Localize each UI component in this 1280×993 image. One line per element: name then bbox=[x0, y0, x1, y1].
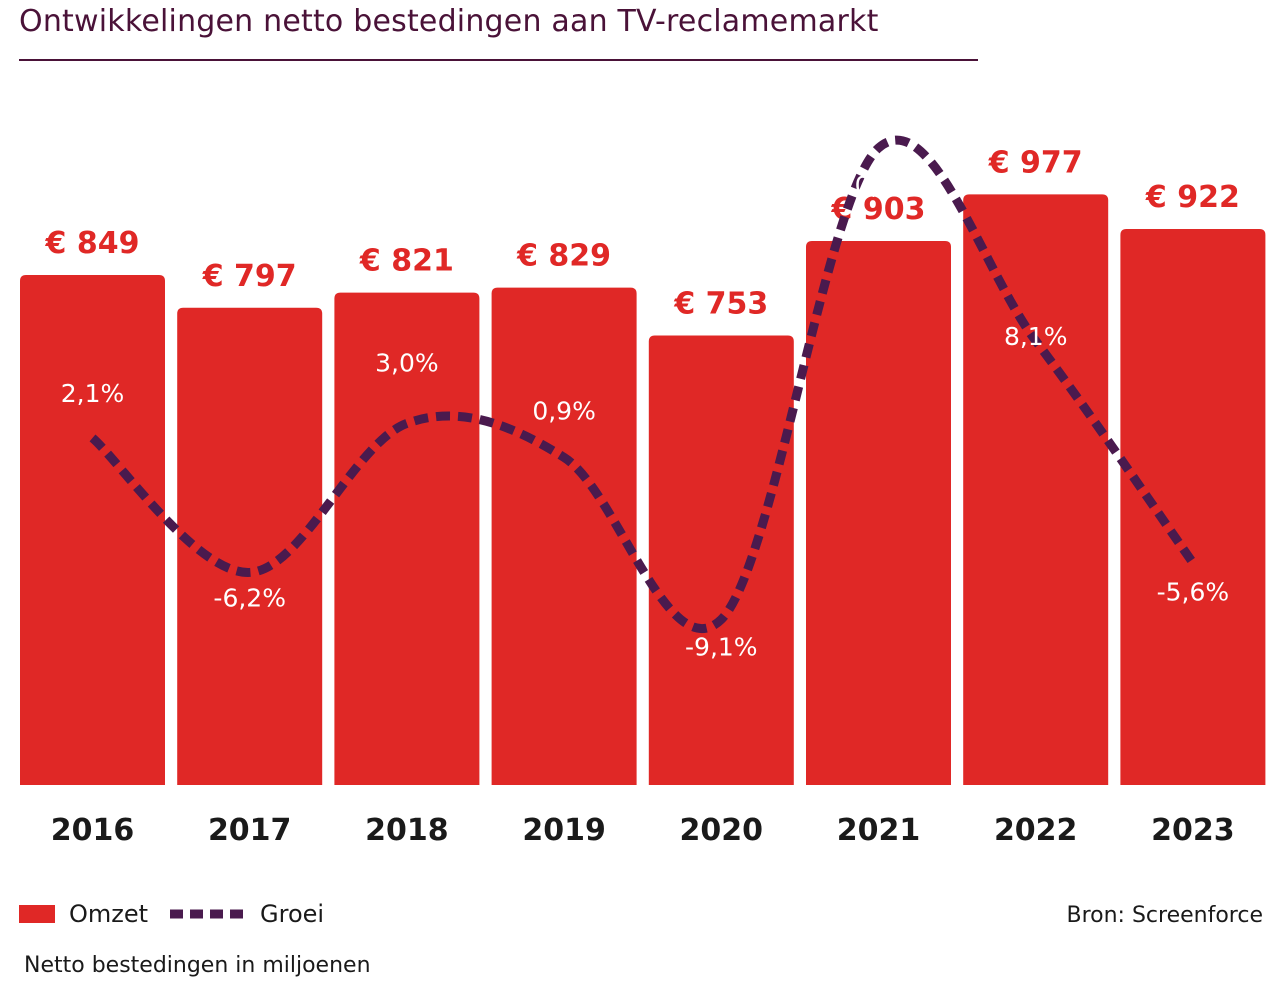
legend-swatch-omzet bbox=[19, 905, 55, 923]
x-tick-label-2020: 2020 bbox=[680, 813, 764, 848]
growth-label-2020: -9,1% bbox=[685, 632, 758, 661]
chart-title: Ontwikkelingen netto bestedingen aan TV-… bbox=[19, 4, 879, 39]
bar-2016 bbox=[20, 275, 165, 785]
growth-label-2018: 3,0% bbox=[375, 348, 439, 377]
growth-label-2023: -5,6% bbox=[1157, 578, 1230, 607]
bar-value-label-2018: € 821 bbox=[359, 244, 454, 279]
legend-label-omzet: Omzet bbox=[69, 900, 149, 928]
bar-2022 bbox=[963, 194, 1109, 786]
growth-label-2021: 20,0% bbox=[839, 171, 918, 200]
x-tick-label-2017: 2017 bbox=[208, 813, 292, 848]
x-tick-label-2023: 2023 bbox=[1151, 813, 1235, 848]
x-tick-label-2018: 2018 bbox=[365, 813, 449, 848]
bar-2021 bbox=[806, 240, 951, 786]
legend: Omzet Groei bbox=[19, 900, 344, 928]
unit-note: Netto bestedingen in miljoenen bbox=[24, 953, 371, 978]
x-tick-label-2016: 2016 bbox=[51, 813, 135, 848]
bar-2020 bbox=[648, 335, 794, 785]
title-underline bbox=[19, 59, 978, 61]
growth-label-2017: -6,2% bbox=[213, 583, 286, 612]
bar-2023 bbox=[1120, 229, 1266, 785]
x-tick-label-2021: 2021 bbox=[837, 813, 921, 848]
x-tick-label-2022: 2022 bbox=[994, 813, 1078, 848]
bar-2019 bbox=[491, 287, 637, 785]
growth-line bbox=[89, 135, 1197, 633]
bar-value-label-2022: € 977 bbox=[988, 145, 1083, 180]
bar-value-label-2016: € 849 bbox=[45, 226, 140, 261]
bar-value-label-2019: € 829 bbox=[516, 239, 611, 274]
source-label: Bron: Screenforce bbox=[1066, 903, 1264, 928]
bar-value-label-2020: € 753 bbox=[673, 286, 768, 321]
growth-label-2016: 2,1% bbox=[61, 379, 125, 408]
legend-label-groei: Groei bbox=[260, 900, 325, 928]
bar-line-chart: € 849 2016 € 797 2017 € 821 2018 € 829 2019 € 75… bbox=[20, 135, 1266, 848]
growth-label-2019: 0,9% bbox=[532, 396, 596, 425]
x-tick-label-2019: 2019 bbox=[522, 813, 606, 848]
bar-2017 bbox=[177, 307, 323, 785]
bar-value-label-2023: € 922 bbox=[1145, 180, 1240, 215]
bar-value-label-2017: € 797 bbox=[202, 259, 297, 294]
growth-label-2022: 8,1% bbox=[1004, 322, 1068, 351]
legend-swatch-groei bbox=[170, 909, 247, 919]
